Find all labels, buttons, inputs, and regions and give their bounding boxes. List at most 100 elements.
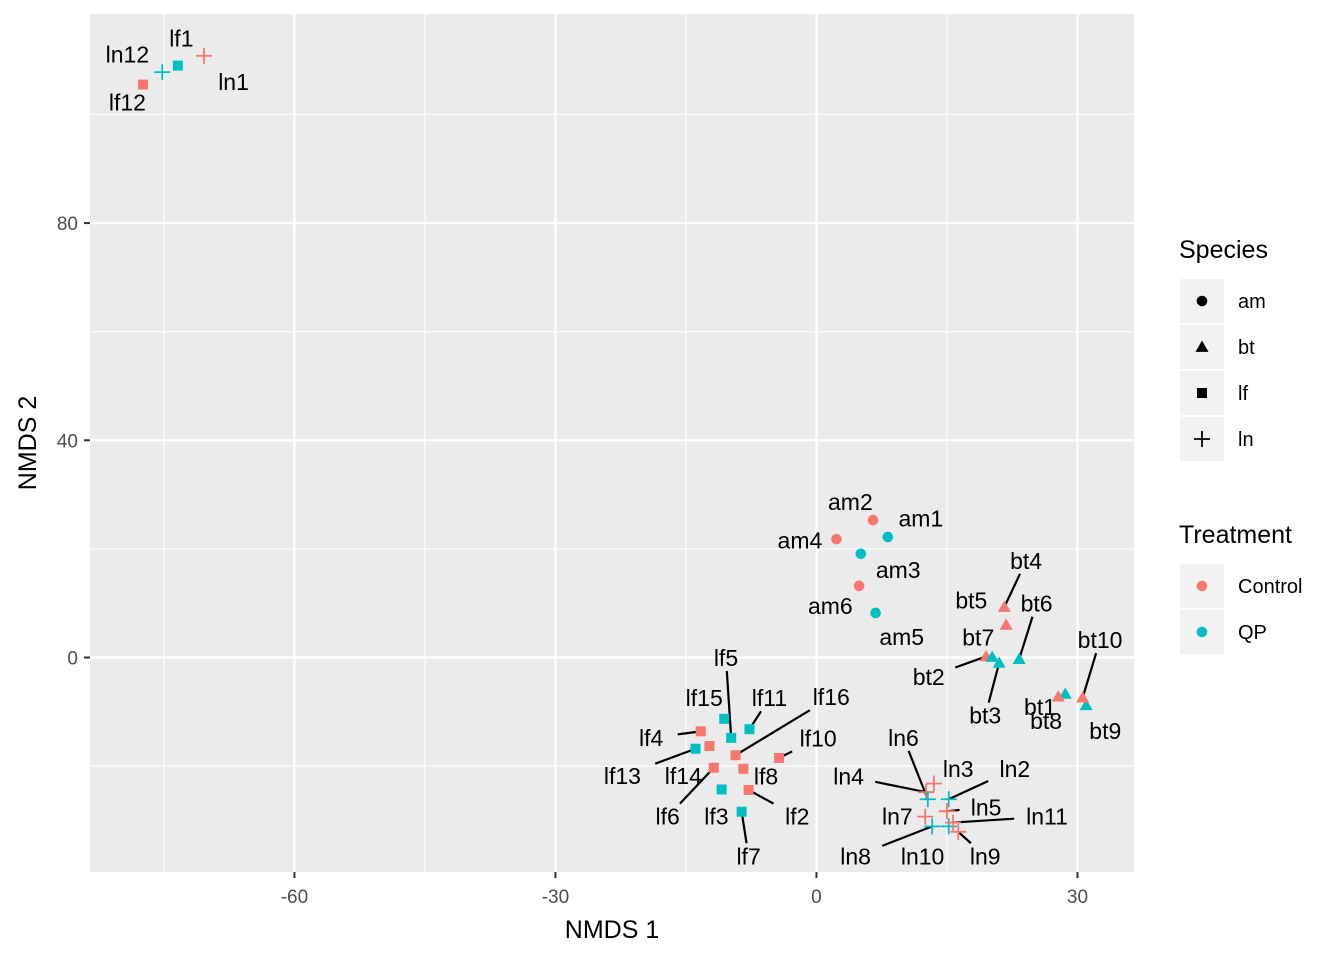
legend-title-species: Species [1179,236,1268,264]
point-label-lf8: lf8 [754,763,778,789]
label-connector-bt3 [987,662,1001,703]
legend-label-am: am [1238,291,1266,313]
legend-label-ln: ln [1238,429,1254,451]
point-lf6 [708,762,719,773]
point-lf1 [172,60,183,71]
point-label-bt10: bt10 [1078,627,1123,653]
point-label-ln12: ln12 [106,42,149,68]
point-lf8 [738,763,749,774]
y-axis-title: NMDS 2 [14,396,42,490]
label-connector-lf6 [679,766,715,805]
point-label-lf16: lf16 [813,684,850,710]
point-label-lf14: lf14 [665,763,702,789]
point-lf3 [716,784,727,795]
label-connector-bt10 [1081,652,1098,699]
point-am2 [867,514,879,526]
point-label-ln9: ln9 [970,843,1001,869]
point-label-am2: am2 [828,489,873,515]
legend-label-QP: QP [1238,622,1267,644]
data-points [138,47,1093,840]
point-bt3 [992,656,1006,668]
legend-label-lf: lf [1238,383,1248,405]
x-axis-title: NMDS 1 [565,916,659,944]
point-label-am5: am5 [879,624,924,650]
legend-key-am [1196,295,1208,307]
label-connector-lf16 [734,709,811,757]
legend-key-lf [1197,388,1207,398]
point-label-lf13: lf13 [604,763,641,789]
point-bt4 [997,600,1011,612]
point-lf4 [695,726,706,737]
point-lf7 [736,806,747,817]
point-label-bt5: bt5 [955,587,987,613]
point-lf2 [743,785,754,796]
point-ln2 [940,791,957,808]
point-ln5 [938,803,955,820]
label-connector-ln11 [952,817,1015,824]
point-am5 [870,607,881,619]
x-tick-label: -30 [542,887,569,908]
label-connector-ln4 [875,780,927,794]
point-label-ln5: ln5 [971,794,1002,820]
point-label-bt2: bt2 [913,664,945,690]
point-label-ln1: ln1 [218,69,249,95]
x-tick-label: 0 [811,887,822,908]
point-ln9 [950,823,967,840]
point-lf13 [690,743,701,754]
x-tick-label: -60 [281,887,308,908]
point-label-am1: am1 [898,505,943,531]
point-bt7 [985,650,999,662]
point-label-bt4: bt4 [1010,548,1042,574]
legend-key-Control [1196,580,1208,592]
point-ln3 [925,775,942,792]
point-label-lf6: lf6 [656,804,680,830]
point-ln12 [154,64,171,81]
point-bt1 [1058,687,1072,699]
label-connector-lf5 [725,670,733,738]
label-connector-lf13 [654,747,696,765]
point-lf16 [730,750,741,761]
point-label-ln3: ln3 [943,756,974,782]
label-connector-ln6 [907,750,929,800]
point-label-am6: am6 [808,593,853,619]
point-lf11 [744,724,755,735]
point-label-lf11: lf11 [752,685,787,711]
y-tick-label: 80 [57,214,78,235]
point-label-am4: am4 [778,528,823,554]
point-lf14 [704,741,715,752]
point-label-lf15: lf15 [686,685,723,711]
label-connector-ln2 [948,780,989,801]
point-label-lf5: lf5 [714,645,738,671]
point-ln4 [918,784,935,801]
point-label-lf12: lf12 [109,90,146,116]
legend-label-bt: bt [1238,337,1255,359]
point-ln6 [919,791,936,808]
point-lf5 [726,732,737,743]
point-am3 [855,548,867,560]
legend-key-bt [1195,340,1209,352]
point-label-lf1: lf1 [169,25,193,51]
point-bt9 [1079,698,1093,711]
point-label-ln10: ln10 [901,843,944,869]
panel-background [90,14,1134,872]
legend: Species am bt lf ln Treatment Control QP [1179,236,1302,654]
x-tick-label: 30 [1067,887,1088,908]
point-bt6 [1012,652,1026,665]
point-label-ln7: ln7 [882,804,913,830]
point-label-ln8: ln8 [840,843,871,869]
legend-label-Control: Control [1238,576,1302,598]
point-label-am3: am3 [876,557,921,583]
point-label-bt8: bt8 [1030,708,1062,734]
point-label-ln6: ln6 [888,725,919,751]
point-label-bt1: bt1 [1024,694,1056,720]
point-label-ln2: ln2 [999,756,1030,782]
point-label-bt7: bt7 [962,624,994,650]
point-label-bt3: bt3 [969,703,1001,729]
minor-gridlines [90,14,1134,872]
point-lf10 [774,752,785,763]
point-bt8 [1051,690,1065,702]
legend-key-QP [1196,626,1208,638]
point-am4 [831,533,842,545]
y-axis: 0 40 80 [57,214,90,670]
